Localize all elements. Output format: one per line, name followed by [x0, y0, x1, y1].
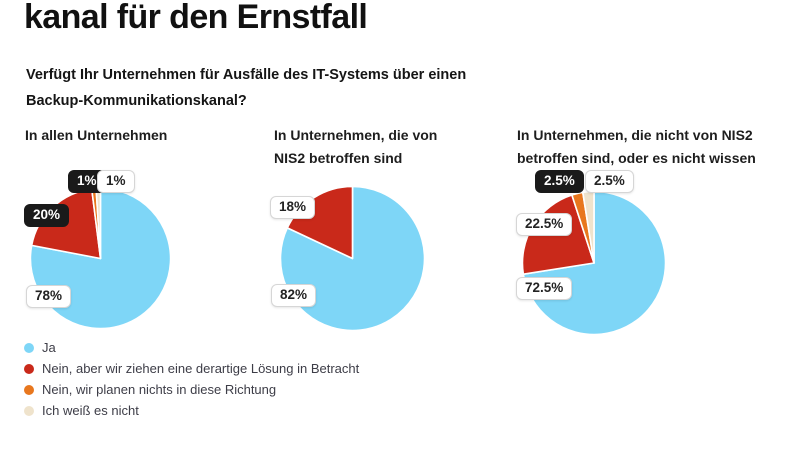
legend-label-nein-betracht: Nein, aber wir ziehen eine derartige Lös… [42, 361, 360, 376]
pie3-caption-line-2: betroffen sind, oder es nicht wissen [517, 150, 756, 166]
pie2-caption-line-2: NIS2 betroffen sind [274, 150, 403, 166]
page-title: kanal für den Ernstfall [24, 0, 368, 36]
pie1-label-ja: 78% [26, 285, 72, 308]
pie-chart-nis2-affected [279, 185, 426, 332]
pie1-caption-line-1: In allen Unternehmen [25, 127, 168, 143]
pie1-label-weiss-nicht: 1% [97, 170, 135, 193]
legend-item-weiss-nicht: Ich weiß es nicht [24, 402, 359, 419]
pie1-label-nein-planen: 1% [68, 170, 106, 193]
pie3-caption-line-1: In Unternehmen, die nicht von NIS2 [517, 127, 753, 143]
pie2-caption-line-1: In Unternehmen, die von [274, 127, 438, 143]
legend-label-nein-planen: Nein, wir planen nichts in diese Richtun… [42, 382, 277, 397]
legend-dot-nein-betracht [24, 363, 34, 374]
survey-question: Verfügt Ihr Unternehmen für Ausfälle des… [26, 62, 466, 114]
legend: Ja Nein, aber wir ziehen eine derartige … [24, 339, 359, 423]
pie3-label-weiss-nicht: 2.5% [585, 170, 634, 193]
pie-chart-not-nis2-affected [521, 190, 667, 336]
pie1-caption: In allen Unternehmen [25, 124, 255, 147]
legend-item-ja: Ja [24, 339, 359, 356]
pie3-label-ja: 72.5% [516, 277, 573, 300]
legend-dot-ja [24, 342, 34, 353]
pie3-label-nein-betracht: 22.5% [516, 213, 573, 236]
legend-label-weiss-nicht: Ich weiß es nicht [42, 403, 139, 418]
legend-item-nein-planen: Nein, wir planen nichts in diese Richtun… [24, 381, 359, 398]
survey-question-line-1: Verfügt Ihr Unternehmen für Ausfälle des… [26, 67, 467, 83]
pie2-label-ja: 82% [271, 284, 317, 307]
pie1-label-nein-betracht: 20% [24, 204, 70, 227]
pie2-label-nein-betracht: 18% [270, 196, 316, 219]
legend-dot-weiss-nicht [24, 405, 34, 416]
legend-dot-nein-planen [24, 384, 34, 395]
survey-question-line-2: Backup-Kommunikationskanal? [26, 93, 247, 109]
pie2-caption: In Unternehmen, die von NIS2 betroffen s… [274, 124, 464, 170]
legend-label-ja: Ja [42, 340, 56, 355]
pie3-caption: In Unternehmen, die nicht von NIS2 betro… [517, 124, 772, 170]
legend-item-nein-betracht: Nein, aber wir ziehen eine derartige Lös… [24, 360, 359, 377]
pie3-label-nein-planen: 2.5% [535, 170, 584, 193]
